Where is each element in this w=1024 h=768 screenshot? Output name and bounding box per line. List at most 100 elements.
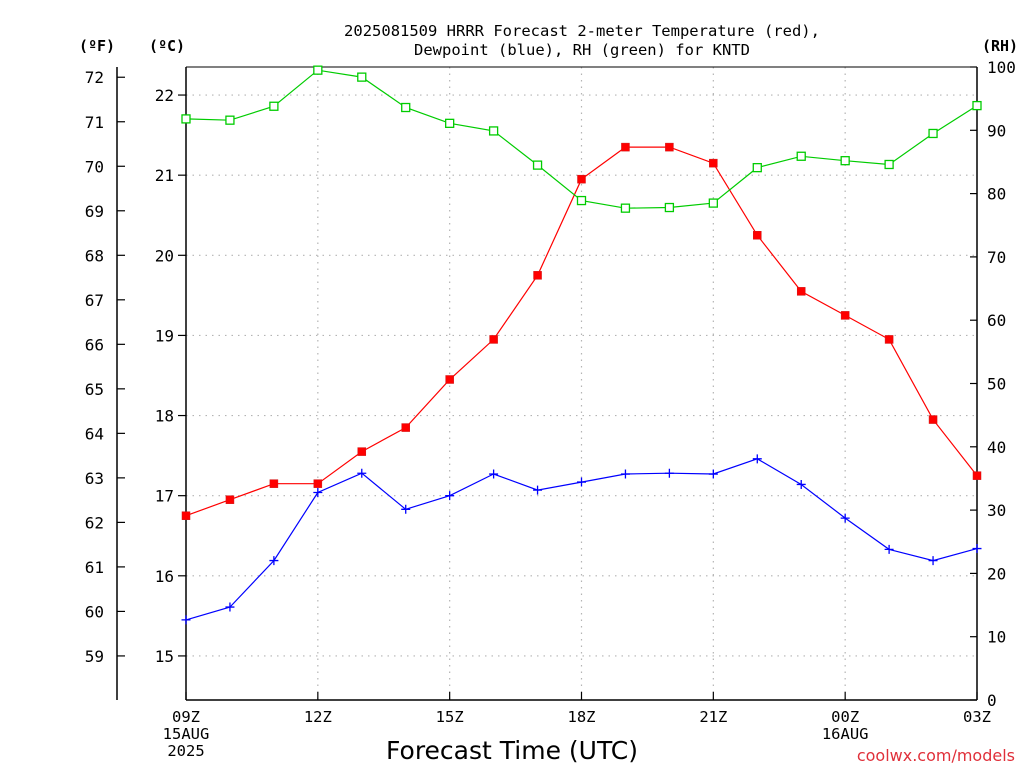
celsius-tick-label: 22 (155, 86, 174, 105)
fahrenheit-tick-label: 65 (85, 380, 104, 399)
dewpoint-point (928, 556, 938, 566)
fahrenheit-tick-label: 66 (85, 335, 104, 354)
dewpoint-point (533, 485, 543, 495)
x-tick-label: 12Z (304, 708, 332, 726)
dewpoint-point (401, 504, 411, 514)
temperature-point (533, 271, 542, 280)
fahrenheit-tick-label: 61 (85, 558, 104, 577)
rh-point (532, 160, 543, 170)
temperature-point (181, 511, 191, 520)
fahrenheit-tick-label: 68 (85, 246, 104, 265)
temperature-point (489, 335, 498, 344)
series-group (181, 142, 982, 520)
x-tick-label: 00Z (831, 708, 859, 726)
chart-title-line1: 2025081509 HRRR Forecast 2-meter Tempera… (344, 22, 820, 40)
rh-tick-label: 80 (987, 185, 1006, 204)
celsius-tick-label: 17 (155, 487, 174, 506)
dewpoint-point (752, 454, 762, 464)
x-tick-label: 21Z (699, 708, 727, 726)
dewpoint-point (884, 544, 894, 554)
rh-point (928, 128, 938, 139)
temperature-point (357, 447, 367, 456)
rh-point (488, 126, 499, 136)
temperature-point (753, 231, 762, 240)
rh-point (972, 100, 982, 111)
dewpoint-point (225, 602, 235, 612)
temperature-point (665, 142, 674, 152)
x-tick-label: 03Z (963, 708, 991, 726)
fahrenheit-tick-label: 69 (85, 202, 104, 221)
dewpoint-point (796, 479, 806, 489)
celsius-tick-label: 15 (155, 647, 174, 666)
x-tick-label: 16AUG (822, 725, 869, 743)
data-series (181, 65, 982, 625)
dewpoint-point (620, 469, 630, 479)
celsius-unit-label: (ºC) (149, 37, 185, 55)
fahrenheit-tick-label: 62 (85, 513, 104, 532)
rh-tick-label: 10 (987, 628, 1006, 647)
rh-point (269, 101, 279, 111)
rh-point (313, 65, 323, 75)
x-tick-label: 2025 (167, 742, 204, 760)
celsius-tick-label: 19 (155, 326, 174, 345)
temperature-point (840, 311, 850, 320)
temperature-point (709, 158, 718, 168)
x-tick-label: 15AUG (163, 725, 210, 743)
fahrenheit-tick-label: 59 (85, 647, 104, 666)
temperature-point (445, 375, 454, 384)
rh-point (796, 151, 806, 161)
x-tick-label: 15Z (436, 708, 464, 726)
dewpoint-point (445, 491, 455, 501)
source-credit: coolwx.com/models (857, 746, 1015, 765)
fahrenheit-tick-label: 60 (85, 602, 104, 621)
fahrenheit-tick-label: 63 (85, 469, 104, 488)
rh-point (752, 162, 762, 173)
x-tick-label: 18Z (568, 708, 596, 726)
dewpoint-point (357, 468, 367, 478)
temperature-point (225, 495, 235, 504)
series-group (181, 65, 982, 213)
rh-tick-label: 70 (987, 248, 1006, 267)
dewpoint-point (181, 615, 191, 625)
rh-point (401, 102, 411, 113)
x-tick-label: 09Z (172, 708, 200, 726)
fahrenheit-tick-label: 64 (85, 424, 104, 443)
celsius-tick-label: 16 (155, 567, 174, 586)
rh-point (840, 156, 850, 166)
rh-point (357, 72, 367, 82)
fahrenheit-tick-label: 67 (85, 291, 104, 310)
temperature-point (796, 287, 806, 296)
dewpoint-point (840, 513, 850, 523)
temperature-point (884, 335, 894, 344)
celsius-tick-label: 21 (155, 166, 174, 185)
chart-title-line2: Dewpoint (blue), RH (green) for KNTD (414, 41, 750, 59)
grid-lines (186, 67, 977, 700)
rh-point (884, 159, 894, 170)
dewpoint-point (664, 468, 674, 478)
dewpoint-point (708, 469, 718, 479)
x-axis-title: Forecast Time (UTC) (386, 736, 638, 765)
rh-point (664, 202, 675, 213)
rh-tick-label: 30 (987, 501, 1006, 520)
rh-tick-label: 0 (987, 691, 997, 710)
fahrenheit-tick-label: 72 (85, 68, 104, 87)
rh-point (445, 118, 455, 128)
rh-point (225, 115, 235, 125)
rh-tick-label: 60 (987, 311, 1006, 330)
dewpoint-point (577, 477, 586, 487)
rh-point (620, 203, 631, 213)
dewpoint-point (269, 556, 279, 566)
rh-point (181, 114, 191, 124)
celsius-tick-label: 18 (155, 407, 174, 426)
temperature-point (972, 471, 982, 480)
rh-unit-label: (RH) (982, 37, 1018, 55)
rh-point (708, 198, 718, 208)
rh-tick-label: 50 (987, 375, 1006, 394)
rh-tick-label: 100 (987, 58, 1016, 77)
fahrenheit-tick-label: 70 (85, 157, 104, 176)
temperature-point (928, 415, 938, 424)
rh-point (576, 195, 587, 206)
dewpoint-point (313, 487, 323, 497)
celsius-tick-label: 20 (155, 246, 174, 265)
